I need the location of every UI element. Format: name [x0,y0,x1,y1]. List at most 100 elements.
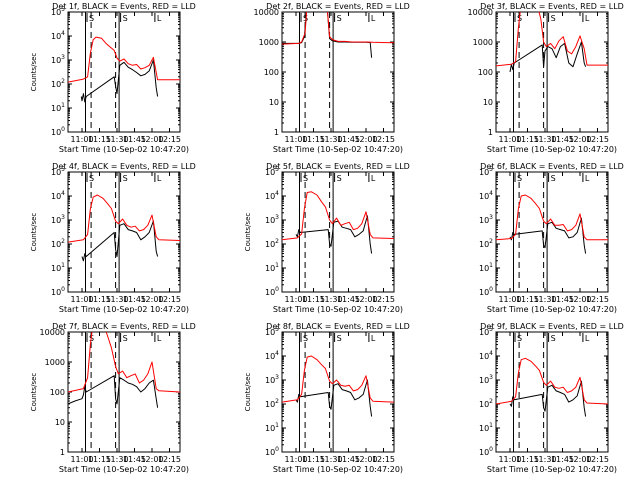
x-tick-label: 11:00 [498,135,521,144]
x-tick-label: 12:00 [140,455,163,464]
x-tick-label: 11:45 [551,295,574,304]
x-tick-label: 11:00 [284,455,307,464]
y-tick-label: 102 [51,78,65,89]
series-line-events [509,217,587,254]
x-tick-label: 11:30 [533,295,556,304]
panel-title: Det 3f, BLACK = Events, RED = LLD [480,2,624,11]
plot-frame [67,331,181,453]
y-tick-label: 105 [51,166,65,177]
bracket-label: S [517,174,522,183]
x-tick-label: 11:15 [88,135,111,144]
x-tick-label: 11:45 [123,455,146,464]
y-tick-label: 1000 [45,358,65,367]
bracket-label: L [585,334,590,343]
bracket-label: S [123,174,128,183]
x-tick-label: 11:15 [88,295,111,304]
x-tick-label: 11:00 [498,455,521,464]
series-line-events [282,12,373,58]
panel-8: 10010110210310410511:0011:1511:3011:4512… [244,322,410,474]
bracket-label: S [89,174,94,183]
bracket-label: L [585,14,590,23]
panel-title: Det 2f, BLACK = Events, RED = LLD [266,2,410,11]
bracket-label: L [157,334,162,343]
x-tick-label: 11:30 [319,295,342,304]
bracket-label: L [157,14,162,23]
x-tick-label: 11:15 [302,295,325,304]
y-tick-label: 104 [479,190,493,201]
x-tick-label: 12:15 [372,455,395,464]
x-axis-label: Start Time (10-Sep-02 10:47:20) [487,305,617,314]
y-tick-label: 1 [488,128,493,137]
panel-title: Det 9f, BLACK = Events, RED = LLD [480,322,624,331]
x-tick-label: 11:30 [105,295,128,304]
y-tick-label: 103 [265,374,279,385]
series-line-lld [68,194,180,243]
panel-title: Det 5f, BLACK = Events, RED = LLD [266,162,410,171]
x-tick-label: 11:00 [498,295,521,304]
x-tick-label: 11:45 [551,135,574,144]
y-tick-label: 105 [265,326,279,337]
bracket-label: L [371,174,376,183]
plot-frame [281,11,395,133]
x-tick-label: 12:00 [568,295,591,304]
panel-3: 1 10 100 1000 10000 11:0011:1511:3011:4512:00… [468,2,624,154]
y-tick-label: 103 [265,214,279,225]
y-tick-label: 102 [265,398,279,409]
y-tick-label: 100 [51,126,65,137]
x-tick-label: 11:45 [123,135,146,144]
x-axis-label: Start Time (10-Sep-02 10:47:20) [487,465,617,474]
x-tick-label: 11:45 [551,455,574,464]
x-axis-label: Start Time (10-Sep-02 10:47:20) [59,305,189,314]
x-tick-label: 11:15 [516,455,539,464]
y-tick-label: 10 [269,98,279,107]
panel-7: 1 10 100 1000 10000 11:0011:1511:3011:4512:00… [30,322,196,474]
x-tick-label: 12:15 [372,135,395,144]
y-tick-label: 101 [265,422,279,433]
y-tick-label: 10000 [468,8,493,17]
x-tick-label: 11:30 [533,455,556,464]
series-line-lld [496,357,608,405]
x-tick-label: 11:15 [302,135,325,144]
y-tick-label: 101 [51,102,65,113]
x-tick-label: 11:30 [105,135,128,144]
y-tick-label: 105 [479,166,493,177]
y-tick-label: 102 [479,398,493,409]
bracket-label: S [89,14,94,23]
y-tick-label: 100 [479,446,493,457]
plot-frame [495,171,609,293]
x-tick-label: 12:15 [158,135,181,144]
series-line-lld [68,332,180,393]
x-tick-label: 11:00 [70,135,93,144]
series-line-events [509,41,587,73]
y-axis-label: Counts/sec [30,53,38,92]
bracket-label: S [337,14,342,23]
panel-title: Det 8f, BLACK = Events, RED = LLD [266,322,410,331]
panel-title: Det 7f, BLACK = Events, RED = LLD [52,322,196,331]
x-tick-label: 11:00 [284,135,307,144]
series-line-lld [282,355,394,403]
x-tick-label: 11:00 [70,455,93,464]
y-tick-label: 101 [51,262,65,273]
y-tick-label: 1 [60,448,65,457]
y-tick-label: 102 [479,238,493,249]
y-axis-label: Counts/sec [30,373,38,412]
y-tick-label: 103 [51,54,65,65]
y-tick-label: 1000 [259,38,279,47]
x-axis-label: Start Time (10-Sep-02 10:47:20) [273,305,403,314]
x-tick-label: 12:00 [354,455,377,464]
y-tick-label: 101 [479,262,493,273]
x-tick-label: 11:00 [70,295,93,304]
bracket-label: S [123,334,128,343]
x-axis-label: Start Time (10-Sep-02 10:47:20) [273,465,403,474]
x-tick-label: 11:45 [337,135,360,144]
y-tick-label: 10000 [40,328,65,337]
series-line-lld [282,12,394,45]
x-tick-label: 12:00 [354,295,377,304]
bracket-label: L [371,14,376,23]
panel-title: Det 1f, BLACK = Events, RED = LLD [52,2,196,11]
